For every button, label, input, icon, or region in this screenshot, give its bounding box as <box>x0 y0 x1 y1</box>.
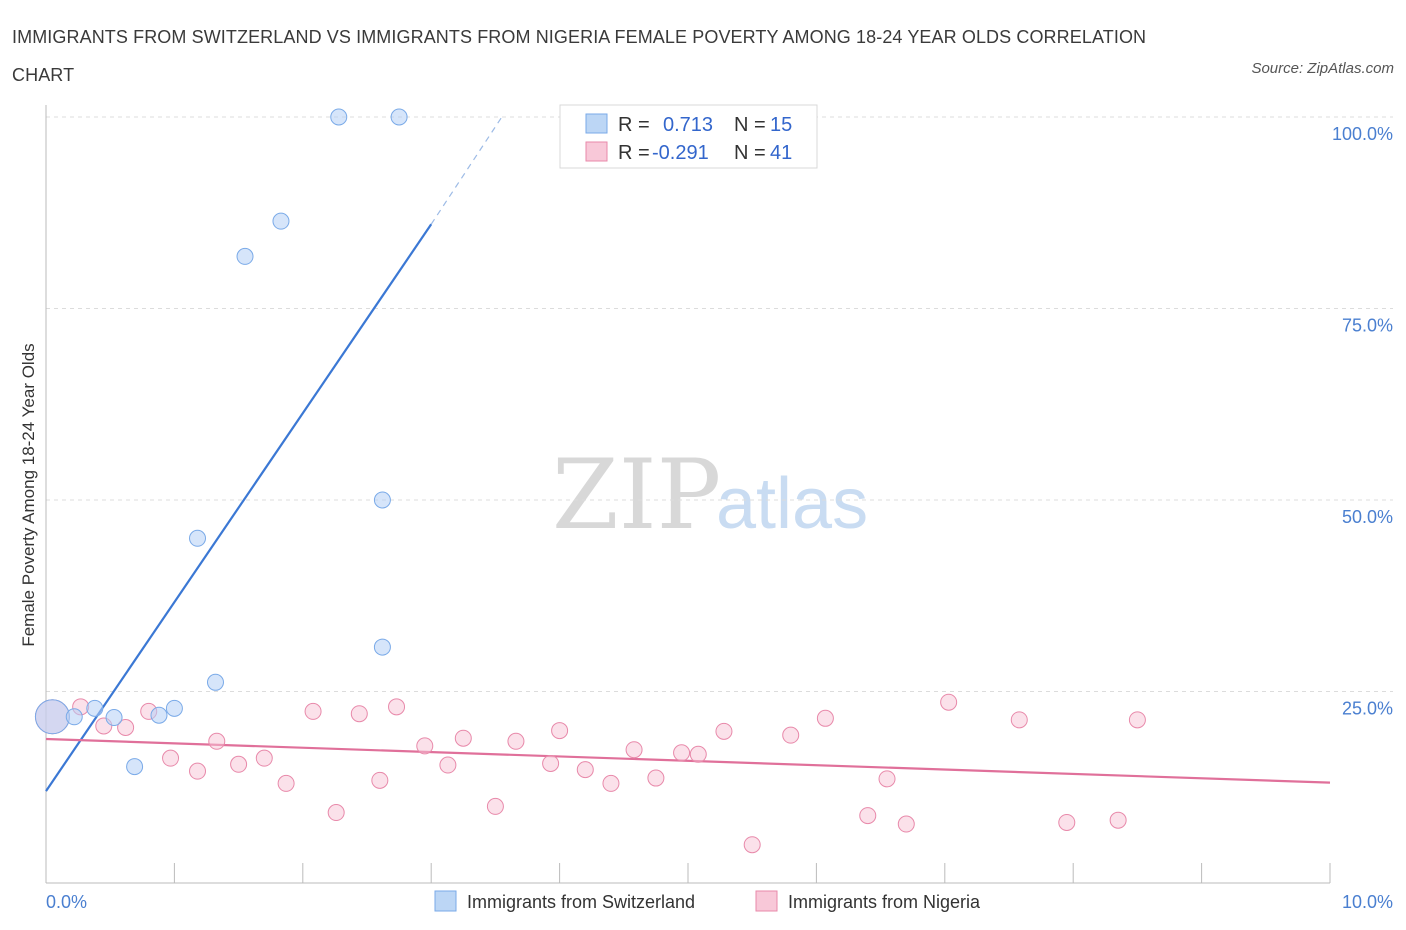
point-nigeria-20 <box>507 732 525 750</box>
point-switzerland-8 <box>206 673 224 691</box>
point-nigeria-24 <box>602 774 620 792</box>
point-nigeria-39 <box>1109 811 1127 829</box>
data-points <box>34 108 1146 854</box>
point-switzerland-2 <box>86 699 104 717</box>
point-nigeria-31 <box>782 726 800 744</box>
point-nigeria-30 <box>743 836 761 854</box>
point-nigeria-38 <box>1058 813 1076 831</box>
point-nigeria-37 <box>1010 711 1028 729</box>
legend-n-label-nigeria: N = <box>734 142 766 164</box>
legend-n-value-switzerland: 15 <box>770 114 792 136</box>
point-switzerland-4 <box>126 758 144 776</box>
point-nigeria-29 <box>715 722 733 740</box>
legend-n-label-switzerland: N = <box>734 114 766 136</box>
trend-line-switzerland <box>45 223 433 792</box>
x-tick-label-max: 10.0% <box>1342 892 1393 912</box>
point-nigeria-34 <box>878 770 896 788</box>
point-nigeria-27 <box>673 744 691 762</box>
watermark-zip: ZIP <box>552 439 721 551</box>
point-nigeria-7 <box>208 732 226 750</box>
point-switzerland-12 <box>373 638 391 656</box>
point-switzerland-6 <box>165 699 183 717</box>
point-nigeria-9 <box>255 749 273 767</box>
point-switzerland-0 <box>34 699 70 735</box>
point-switzerland-9 <box>236 247 254 265</box>
correlation-legend: R = 0.713 N = 15 R = -0.291 N = 41 <box>559 104 818 169</box>
point-nigeria-17 <box>439 756 457 774</box>
point-nigeria-21 <box>542 755 560 773</box>
point-switzerland-14 <box>390 108 408 126</box>
point-nigeria-40 <box>1128 711 1146 729</box>
y-tick-label-100: 100.0% <box>1332 124 1393 144</box>
bottom-legend-swatch-switzerland <box>434 890 457 912</box>
point-nigeria-6 <box>189 762 207 780</box>
point-nigeria-32 <box>816 709 834 727</box>
axes <box>45 105 1331 884</box>
bottom-legend-label-nigeria: Immigrants from Nigeria <box>788 892 981 912</box>
point-nigeria-28 <box>689 745 707 763</box>
point-nigeria-8 <box>230 755 248 773</box>
trend-line-switzerland-extension <box>430 116 503 225</box>
trend-line-nigeria <box>45 737 1331 784</box>
point-switzerland-7 <box>189 529 207 547</box>
point-nigeria-3 <box>117 719 135 737</box>
point-switzerland-3 <box>105 709 123 727</box>
point-nigeria-18 <box>454 729 472 747</box>
chart-title: IMMIGRANTS FROM SWITZERLAND VS IMMIGRANT… <box>12 27 1147 85</box>
legend-r-value-nigeria: -0.291 <box>652 142 709 164</box>
point-nigeria-35 <box>897 815 915 833</box>
point-switzerland-1 <box>65 708 83 726</box>
point-nigeria-16 <box>416 737 434 755</box>
point-switzerland-13 <box>373 491 391 509</box>
point-nigeria-13 <box>350 705 368 723</box>
point-switzerland-11 <box>330 108 348 126</box>
point-nigeria-19 <box>486 797 504 815</box>
point-nigeria-36 <box>940 693 958 711</box>
point-nigeria-23 <box>576 761 594 779</box>
point-switzerland-5 <box>150 706 168 724</box>
legend-r-label-nigeria: R = <box>618 142 650 164</box>
point-nigeria-14 <box>371 771 389 789</box>
point-nigeria-25 <box>625 741 643 759</box>
y-tick-labels: 100.0% 75.0% 50.0% 25.0% <box>1332 124 1393 719</box>
point-switzerland-10 <box>272 212 290 230</box>
point-nigeria-33 <box>859 807 877 825</box>
gridlines <box>46 116 1393 692</box>
y-tick-label-25: 25.0% <box>1342 699 1393 719</box>
point-nigeria-5 <box>162 749 180 767</box>
y-tick-label-75: 75.0% <box>1342 316 1393 336</box>
source-credit: Source: ZipAtlas.com <box>1251 60 1394 77</box>
bottom-legend-swatch-nigeria <box>755 890 778 912</box>
series-legend: Immigrants from Switzerland Immigrants f… <box>434 890 981 912</box>
point-nigeria-11 <box>304 702 322 720</box>
y-axis-label: Female Poverty Among 18-24 Year Olds <box>19 343 38 646</box>
point-nigeria-26 <box>647 769 665 787</box>
point-nigeria-12 <box>327 804 345 822</box>
trend-lines <box>45 116 1331 792</box>
point-nigeria-22 <box>551 722 569 740</box>
legend-swatch-switzerland <box>585 113 608 134</box>
legend-r-value-switzerland: 0.713 <box>663 114 713 136</box>
bottom-legend-label-switzerland: Immigrants from Switzerland <box>467 892 695 912</box>
point-nigeria-15 <box>388 698 406 716</box>
watermark-atlas: atlas <box>716 464 868 544</box>
y-tick-label-50: 50.0% <box>1342 507 1393 527</box>
legend-n-value-nigeria: 41 <box>770 142 792 164</box>
legend-swatch-nigeria <box>585 141 608 162</box>
x-tick-label-min: 0.0% <box>46 892 87 912</box>
legend-r-label-switzerland: R = <box>618 114 650 136</box>
point-nigeria-10 <box>277 774 295 792</box>
